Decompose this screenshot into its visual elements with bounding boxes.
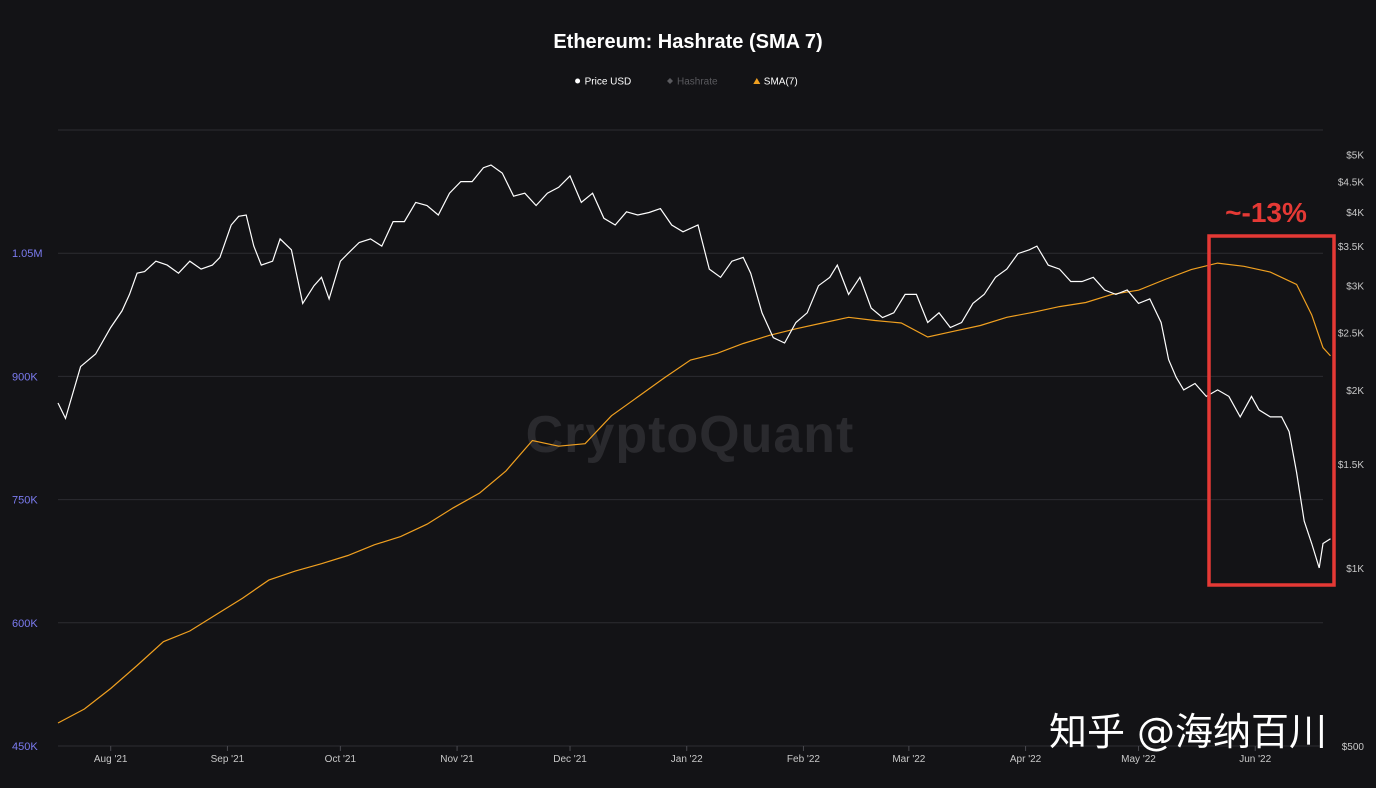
chart-title: Ethereum: Hashrate (SMA 7) — [553, 31, 822, 53]
y-tick-label-right: $500 — [1342, 742, 1365, 753]
legend: Price USD Hashrate SMA(7) — [575, 77, 798, 88]
y-tick-label-right: $5K — [1346, 150, 1364, 161]
y-tick-label-left: 1.05M — [12, 248, 43, 260]
y-tick-label-right: $3K — [1346, 282, 1364, 293]
y-tick-label-right: $2.5K — [1338, 329, 1364, 340]
legend-marker — [753, 78, 761, 84]
x-tick-label: Sep '21 — [211, 754, 245, 765]
series-line-sma7 — [57, 262, 1331, 724]
legend-entry[interactable]: Hashrate — [677, 77, 718, 88]
x-tick-label: Jan '22 — [671, 754, 703, 765]
x-axis-ticks: Aug '21 Sep '21 Oct '21 Nov '21 Dec '21 Jan '… — [94, 746, 1272, 765]
y-tick-label-right: $4K — [1346, 208, 1364, 219]
y-tick-label-left: 450K — [12, 741, 38, 753]
legend-marker — [575, 78, 581, 84]
x-tick-label: Aug '21 — [94, 754, 128, 765]
series-line-price-usd — [57, 164, 1331, 569]
x-tick-label: Jun '22 — [1239, 754, 1271, 765]
credit-watermark: 知乎 @海纳百川 — [1049, 710, 1327, 754]
right-axis-ticks: $500 $1K $1.5K $2K $2.5K $3K $3.5K $4K $4.5K $5K — [1338, 150, 1365, 753]
x-tick-label: Apr '22 — [1010, 754, 1042, 765]
y-tick-label-right: $3.5K — [1338, 242, 1364, 253]
y-tick-label-left: 750K — [12, 495, 38, 507]
x-tick-label: Nov '21 — [440, 754, 474, 765]
legend-entry[interactable]: SMA(7) — [764, 77, 798, 88]
legend-marker — [667, 78, 673, 84]
x-tick-label: Oct '21 — [325, 754, 357, 765]
watermark-text: CryptoQuant — [526, 406, 855, 464]
y-tick-label-right: $2K — [1346, 386, 1364, 397]
grid-lines — [58, 129, 1323, 747]
annotation-label: ~-13% — [1225, 197, 1307, 228]
left-axis-ticks: 450K 600K 750K 900K 1.05M — [12, 248, 43, 753]
x-tick-label: Dec '21 — [553, 754, 587, 765]
y-tick-label-left: 900K — [12, 371, 38, 383]
x-tick-label: Feb '22 — [787, 754, 820, 765]
y-tick-label-right: $4.5K — [1338, 178, 1364, 189]
y-tick-label-left: 600K — [12, 618, 38, 630]
y-tick-label-right: $1.5K — [1338, 460, 1364, 471]
y-tick-label-right: $1K — [1346, 564, 1364, 575]
legend-entry[interactable]: Price USD — [585, 77, 632, 88]
x-tick-label: Mar '22 — [892, 754, 925, 765]
highlight-box — [1207, 234, 1336, 587]
x-tick-label: May '22 — [1121, 754, 1156, 765]
